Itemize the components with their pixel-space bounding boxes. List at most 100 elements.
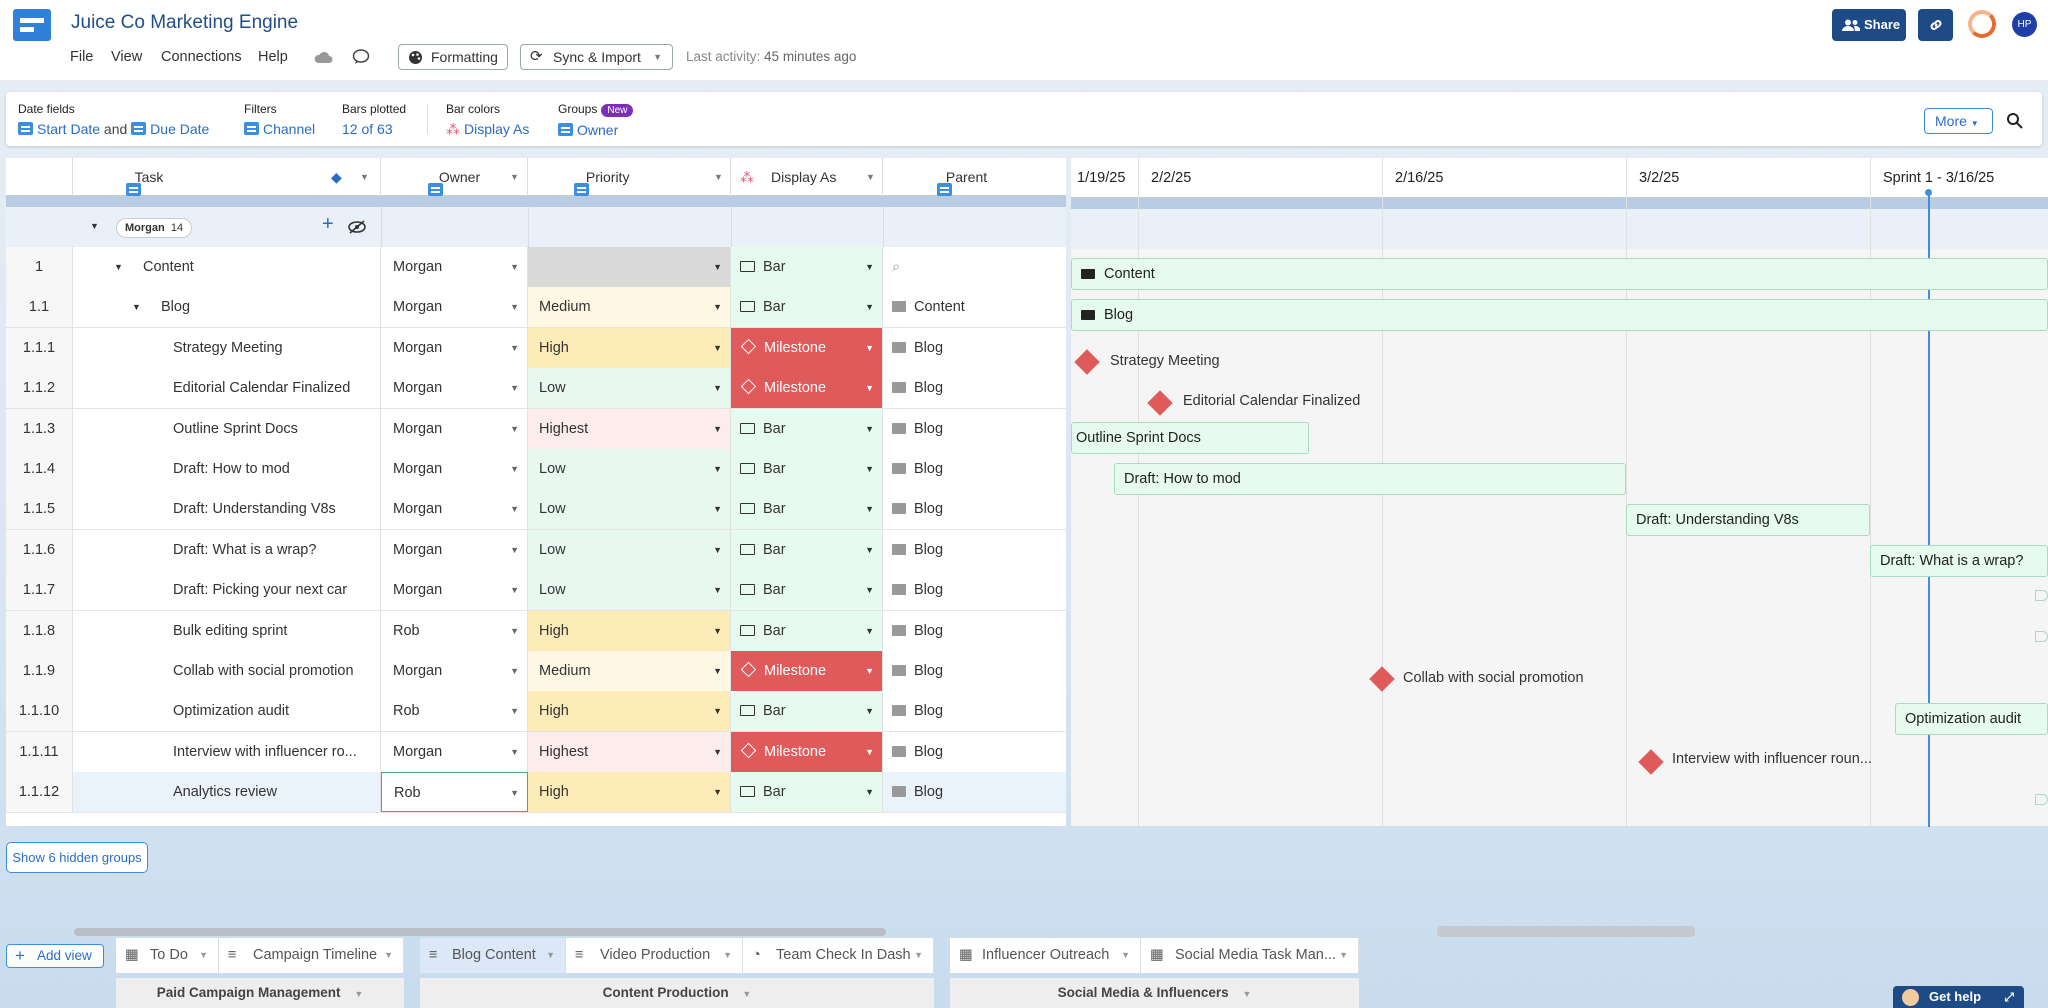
task-cell[interactable]: Draft: What is a wrap? [73,529,381,570]
table-row[interactable]: 1.1.2 Editorial Calendar Finalized Morgan ▼… [6,368,1066,410]
gantt-bar-howto[interactable]: Draft: How to mod [1114,463,1626,495]
tab-influencer-outreach[interactable]: ▦ Influencer Outreach ▼ [950,938,1141,973]
priority-cell[interactable]: Low ▼ [528,489,731,530]
chevron-down-icon[interactable]: ▼ [714,172,723,182]
parent-cell[interactable]: Blog [883,530,1066,570]
tab-team-check-in-dash[interactable]: ◔ Team Check In Dash ▼ [743,938,934,973]
task-cell[interactable]: Draft: How to mod [73,449,381,489]
parent-cell[interactable]: Content [883,287,1066,327]
add-row-icon[interactable]: + [322,213,334,235]
priority-cell[interactable]: Low ▼ [528,529,731,570]
owner-cell[interactable]: Morgan ▼ [381,570,528,611]
task-cell[interactable]: ▼ Blog [73,287,381,328]
task-cell[interactable]: Analytics review [73,772,381,813]
priority-column-header[interactable]: Priority ▼ [528,158,731,196]
table-row[interactable]: 1.1.1 Strategy Meeting Morgan ▼ High ▼ Milesto… [6,327,1066,369]
table-row[interactable]: 1.1.7 Draft: Picking your next car Morgan ▼… [6,570,1066,612]
display-as-cell[interactable]: Milestone ▼ [731,327,883,368]
offscreen-bar-indicator[interactable] [2035,590,2048,601]
priority-cell[interactable]: Low ▼ [528,449,731,489]
table-row[interactable]: 1.1.6 Draft: What is a wrap? Morgan ▼ Low ▼ Ba… [6,529,1066,571]
parent-cell[interactable]: Blog [883,691,1066,731]
table-row[interactable]: 1.1.8 Bulk editing sprint Rob ▼ High ▼ Bar ▼ Blo… [6,610,1066,652]
formatting-button[interactable]: Formatting [398,44,508,70]
parent-cell[interactable]: Blog [883,611,1066,651]
display-as-cell[interactable]: Bar ▼ [731,489,883,530]
owner-cell[interactable]: Morgan ▼ [381,731,528,772]
gantt-bar-wrap[interactable]: Draft: What is a wrap? [1870,545,2048,577]
owner-cell[interactable]: Morgan ▼ [381,247,528,287]
gantt-bar-blog[interactable]: Blog [1071,299,2048,331]
chevron-down-icon[interactable]: ▼ [360,172,369,182]
task-cell[interactable]: Collab with social promotion [73,651,381,691]
gantt-bar-outline[interactable]: Outline Sprint Docs [1071,422,1309,454]
milestone-marker[interactable] [1369,666,1395,692]
display-as-cell[interactable]: Bar ▼ [731,408,883,449]
gantt-scrollbar[interactable] [1437,926,1695,937]
owner-cell[interactable]: Morgan ▼ [381,368,528,409]
priority-cell[interactable]: High ▼ [528,772,731,813]
owner-cell[interactable]: Morgan ▼ [381,529,528,570]
owner-cell[interactable]: Morgan ▼ [381,489,528,530]
copy-link-button[interactable] [1918,9,1953,41]
milestone-marker[interactable] [1638,749,1664,775]
task-cell[interactable]: Outline Sprint Docs [73,408,381,449]
offscreen-bar-indicator[interactable] [2035,631,2048,642]
tag-icon[interactable]: ◆ [331,169,342,185]
priority-cell[interactable]: Highest ▼ [528,731,731,772]
display-as-cell[interactable]: Milestone ▼ [731,731,883,772]
show-hidden-groups-button[interactable]: Show 6 hidden groups [6,842,148,873]
menu-file[interactable]: File [70,49,94,65]
comment-icon[interactable] [352,49,370,65]
owner-column-header[interactable]: Owner ▼ [381,158,528,196]
table-row[interactable]: 1.1.5 Draft: Understanding V8s Morgan ▼ Low ▼… [6,489,1066,531]
display-as-cell[interactable]: Bar ▼ [731,610,883,651]
table-row[interactable]: 1.1.4 Draft: How to mod Morgan ▼ Low ▼ Bar ▼ Blo… [6,449,1066,490]
menu-view[interactable]: View [111,49,143,65]
parent-cell[interactable]: Blog [883,651,1066,691]
display-as-cell[interactable]: Bar ▼ [731,691,883,732]
table-row[interactable]: 1.1.9 Collab with social promotion Morgan ▼… [6,651,1066,692]
owner-cell[interactable]: Rob ▼ [381,691,528,732]
due-date-link[interactable]: Due Date [150,121,210,137]
menu-connections[interactable]: Connections [161,49,242,65]
priority-cell[interactable]: High ▼ [528,327,731,368]
task-column-header[interactable]: Task ◆ ▼ [73,158,381,196]
priority-cell[interactable]: ▼ [528,247,731,287]
avatar[interactable]: HP [2012,12,2037,37]
priority-cell[interactable]: Low ▼ [528,368,731,409]
parent-cell[interactable]: Blog [883,489,1066,529]
collapse-caret-icon[interactable]: ▼ [90,221,99,231]
task-cell[interactable]: Interview with influencer ro... [73,731,381,772]
owner-cell[interactable]: Morgan ▼ [381,651,528,691]
task-cell[interactable]: Draft: Picking your next car [73,570,381,611]
collapse-caret-icon[interactable]: ▼ [132,302,141,313]
menu-help[interactable]: Help [258,49,288,65]
display-as-cell[interactable]: Milestone ▼ [731,368,883,409]
owner-cell[interactable]: Morgan ▼ [381,449,528,489]
gantt-bar-v8[interactable]: Draft: Understanding V8s [1626,504,1870,536]
tab-video-production[interactable]: ≡ Video Production ▼ [566,938,743,973]
hide-icon[interactable] [348,220,366,234]
parent-cell[interactable]: Blog [883,449,1066,489]
priority-cell[interactable]: Medium ▼ [528,651,731,691]
get-help-button[interactable]: Get help ⤢ [1893,986,2024,1008]
owner-cell[interactable]: Rob ▼ [381,610,528,651]
offscreen-bar-indicator[interactable] [2035,794,2048,805]
parent-cell[interactable]: Blog [883,368,1066,408]
display-as-cell[interactable]: Bar ▼ [731,570,883,611]
display-as-cell[interactable]: Bar ▼ [731,247,883,287]
add-view-button[interactable]: + Add view [6,944,104,968]
app-title[interactable]: Juice Co Marketing Engine [71,12,299,33]
tab-social-media-task[interactable]: ▦ Social Media Task Man... ▼ [1141,938,1359,973]
bar-colors-link[interactable]: Display As [464,121,530,137]
task-cell[interactable]: Strategy Meeting [73,327,381,368]
parent-cell[interactable]: Blog [883,570,1066,610]
search-icon[interactable] [2006,112,2024,130]
tab-group-content[interactable]: Content Production ▼ [420,978,934,1008]
owner-cell[interactable]: Morgan ▼ [381,287,528,328]
parent-cell[interactable]: ⌕ [883,247,1066,287]
priority-cell[interactable]: Highest ▼ [528,408,731,449]
cloud-icon[interactable] [313,50,333,64]
app-logo-icon[interactable] [13,9,51,41]
